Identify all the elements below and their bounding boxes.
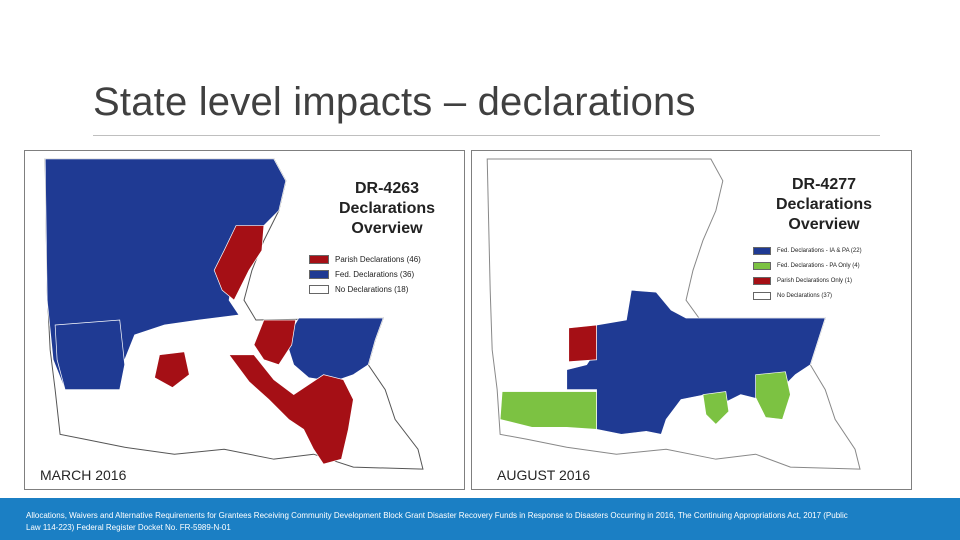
region-parish-river-2 bbox=[228, 354, 354, 465]
region-parish-only bbox=[568, 324, 597, 363]
region-pa-only-east-1 bbox=[702, 391, 730, 425]
map-legend-march: Parish Declarations (46) Fed. Declaratio… bbox=[309, 252, 421, 297]
title-divider bbox=[93, 135, 880, 136]
map-title-line: DR-4263 bbox=[354, 180, 420, 197]
legend-swatch-federal bbox=[309, 270, 329, 279]
legend-swatch-none bbox=[753, 291, 771, 300]
footer-bar: Allocations, Waivers and Alternative Req… bbox=[0, 498, 960, 540]
legend-label: No Declarations (18) bbox=[335, 285, 409, 294]
region-federal-sw bbox=[54, 319, 126, 390]
map-title-line: DR-4277 bbox=[791, 176, 857, 193]
map-panel-august: DR-4277 Declarations Overview Fed. Decla… bbox=[471, 150, 912, 490]
legend-label: Fed. Declarations - PA Only (4) bbox=[777, 262, 860, 269]
map-title-august: DR-4277 Declarations Overview bbox=[754, 175, 894, 235]
legend-item: No Declarations (18) bbox=[309, 282, 421, 297]
panel-label-august: AUGUST 2016 bbox=[494, 467, 594, 483]
legend-label: No Declarations (37) bbox=[777, 292, 833, 299]
legend-item: Parish Declarations (46) bbox=[309, 252, 421, 267]
region-pa-only-west bbox=[499, 391, 597, 430]
legend-item: Fed. Declarations - PA Only (4) bbox=[753, 258, 862, 273]
legend-item: Parish Declarations Only (1) bbox=[753, 273, 862, 288]
legend-swatch-parish bbox=[309, 255, 329, 264]
legend-item: Fed. Declarations (36) bbox=[309, 267, 421, 282]
map-title-march: DR-4263 Declarations Overview bbox=[317, 179, 457, 239]
legend-swatch-federal-ia-pa bbox=[753, 246, 771, 255]
map-title-line: Declarations bbox=[338, 200, 436, 217]
louisiana-map-august bbox=[486, 158, 861, 470]
map-title-line: Overview bbox=[351, 220, 423, 237]
legend-swatch-none bbox=[309, 285, 329, 294]
legend-item: No Declarations (37) bbox=[753, 288, 862, 303]
legend-swatch-parish-only bbox=[753, 276, 771, 285]
legend-item: Fed. Declarations - IA & PA (22) bbox=[753, 243, 862, 258]
region-parish-central bbox=[154, 351, 190, 389]
map-title-line: Declarations bbox=[775, 196, 873, 213]
map-title-line: Overview bbox=[788, 216, 860, 233]
legend-swatch-pa-only bbox=[753, 261, 771, 270]
region-federal-east bbox=[285, 317, 384, 382]
slide-title: State level impacts – declarations bbox=[93, 80, 696, 124]
legend-label: Fed. Declarations (36) bbox=[335, 270, 415, 279]
region-parish-northeast bbox=[213, 225, 265, 301]
legend-label: Fed. Declarations - IA & PA (22) bbox=[777, 247, 862, 254]
map-panel-march: DR-4263 Declarations Overview Parish Dec… bbox=[24, 150, 465, 490]
panel-label-march: MARCH 2016 bbox=[37, 467, 130, 483]
map-legend-august: Fed. Declarations - IA & PA (22) Fed. De… bbox=[753, 243, 862, 303]
region-parish-river-1 bbox=[253, 319, 297, 366]
louisiana-map-march bbox=[44, 158, 424, 470]
legend-label: Parish Declarations (46) bbox=[335, 255, 421, 264]
region-pa-only-east-2 bbox=[755, 371, 791, 420]
footer-citation: Allocations, Waivers and Alternative Req… bbox=[26, 511, 848, 532]
legend-label: Parish Declarations Only (1) bbox=[777, 277, 853, 284]
